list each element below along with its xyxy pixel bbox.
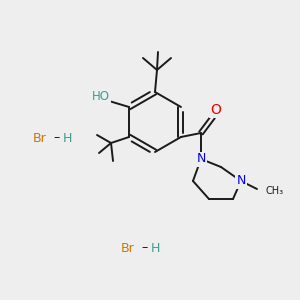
Text: H: H (150, 242, 160, 254)
Text: Br: Br (33, 131, 47, 145)
Text: Br: Br (121, 242, 135, 254)
Text: N: N (196, 152, 206, 166)
Text: H: H (62, 131, 72, 145)
Text: –: – (54, 131, 60, 145)
Text: HO: HO (92, 89, 110, 103)
Text: –: – (142, 242, 148, 254)
Text: CH₃: CH₃ (266, 186, 284, 196)
Text: O: O (211, 103, 221, 117)
Text: N: N (236, 175, 246, 188)
